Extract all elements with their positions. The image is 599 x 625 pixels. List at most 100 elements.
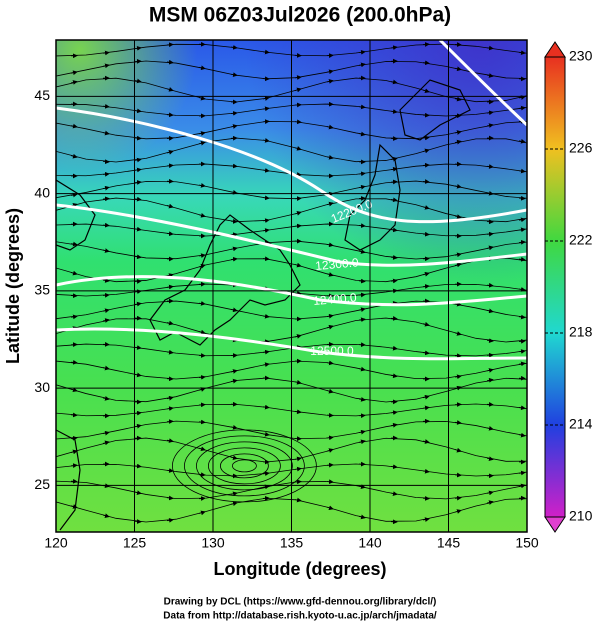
flow-arrow [422, 321, 430, 327]
flow-arrow [134, 226, 142, 232]
y-axis-label: Latitude (degrees) [3, 208, 23, 364]
x-tick-label: 135 [280, 535, 304, 551]
flow-arrow [166, 59, 174, 65]
flow-arrow [230, 307, 238, 313]
flow-arrow [518, 314, 526, 320]
flow-arrow [486, 282, 494, 288]
flow-arrow [390, 422, 398, 428]
flow-arrow [454, 130, 462, 135]
flow-arrow [70, 359, 78, 365]
streamline [56, 137, 527, 163]
flow-arrow [358, 104, 366, 110]
flow-arrow [326, 448, 334, 453]
flow-arrow [358, 484, 366, 489]
flow-arrow [486, 425, 494, 431]
x-axis-label: Longitude (degrees) [213, 559, 386, 579]
flow-arrow [518, 168, 526, 174]
flow-arrow [390, 227, 398, 233]
colorbar-tick-label: 210 [569, 508, 593, 524]
flow-arrow [294, 409, 302, 415]
flow-arrow [326, 505, 334, 511]
flow-arrow [262, 362, 270, 368]
flow-arrow [230, 501, 238, 507]
flow-arrow [198, 375, 206, 380]
flow-arrow [134, 490, 142, 495]
streamline [56, 343, 527, 357]
flow-arrow [390, 491, 398, 496]
flow-arrow [358, 184, 366, 190]
flow-arrow [422, 350, 430, 356]
contour-label: 12300.0 [315, 255, 360, 273]
flow-arrow [486, 338, 494, 344]
flow-arrow [358, 249, 366, 254]
flow-arrow [70, 123, 78, 129]
flow-arrow [262, 167, 270, 173]
flow-arrow [518, 338, 526, 344]
flow-arrow [198, 140, 206, 146]
flow-arrow [102, 130, 110, 136]
flow-arrow [294, 210, 302, 216]
flow-arrow [262, 228, 270, 233]
flow-arrow [518, 432, 526, 438]
flow-arrow [358, 317, 366, 323]
flow-arrow [134, 196, 142, 202]
flow-arrow [390, 464, 398, 470]
flow-arrow [486, 377, 494, 383]
flow-arrow [230, 491, 238, 497]
x-tick-label: 140 [358, 535, 382, 551]
flow-arrow [454, 214, 462, 219]
flow-arrow [166, 349, 174, 355]
flow-arrow [166, 135, 174, 141]
flow-arrow [486, 245, 494, 251]
flow-arrow [454, 331, 462, 336]
flow-arrow [326, 462, 334, 468]
flow-arrow [166, 284, 174, 290]
flow-arrow [422, 468, 430, 474]
credit: Drawing by DCL (https://www.gfd-dennou.o… [164, 597, 437, 608]
flow-arrow [390, 316, 398, 321]
flow-arrow [230, 72, 238, 78]
flow-arrow [294, 262, 302, 268]
flow-arrow [422, 394, 430, 400]
flow-arrow [358, 439, 366, 445]
flow-arrow [422, 205, 430, 210]
flow-arrow [198, 131, 206, 136]
flow-arrow [486, 308, 494, 314]
flow-arrow [198, 65, 206, 71]
flow-arrow [454, 301, 462, 307]
flow-arrow [454, 139, 462, 145]
plot-frame [55, 39, 528, 533]
flow-arrow [486, 123, 494, 128]
flow-arrow [358, 49, 366, 55]
flow-arrow [102, 396, 110, 401]
flow-arrow [294, 146, 302, 151]
flow-arrow [390, 373, 398, 379]
flow-arrow [518, 405, 526, 411]
flow-arrow [134, 78, 142, 84]
flow-arrow [102, 50, 110, 56]
flow-arrow [262, 106, 270, 112]
flow-arrow [326, 124, 334, 130]
flow-arrow [486, 231, 494, 237]
flow-arrow [70, 70, 78, 76]
flow-arrow [230, 246, 238, 252]
flow-arrow [134, 254, 142, 260]
y-tick-label: 40 [34, 184, 50, 200]
y-tick-label: 45 [34, 87, 50, 103]
flow-arrow [326, 313, 334, 319]
streamline [56, 257, 527, 283]
flow-arrow [70, 270, 78, 276]
flow-arrow [134, 410, 142, 416]
colorbar-tick-label: 222 [569, 232, 593, 248]
y-tick-label: 25 [34, 476, 50, 492]
flow-arrow [134, 279, 142, 284]
flow-arrow [358, 307, 366, 313]
streamline [56, 197, 527, 223]
flow-arrow [102, 222, 110, 228]
flow-arrow [422, 439, 430, 444]
y-tick-label: 35 [34, 282, 50, 298]
flow-arrow [134, 301, 142, 307]
flow-arrow [390, 255, 398, 260]
x-tick-label: 120 [44, 535, 68, 551]
